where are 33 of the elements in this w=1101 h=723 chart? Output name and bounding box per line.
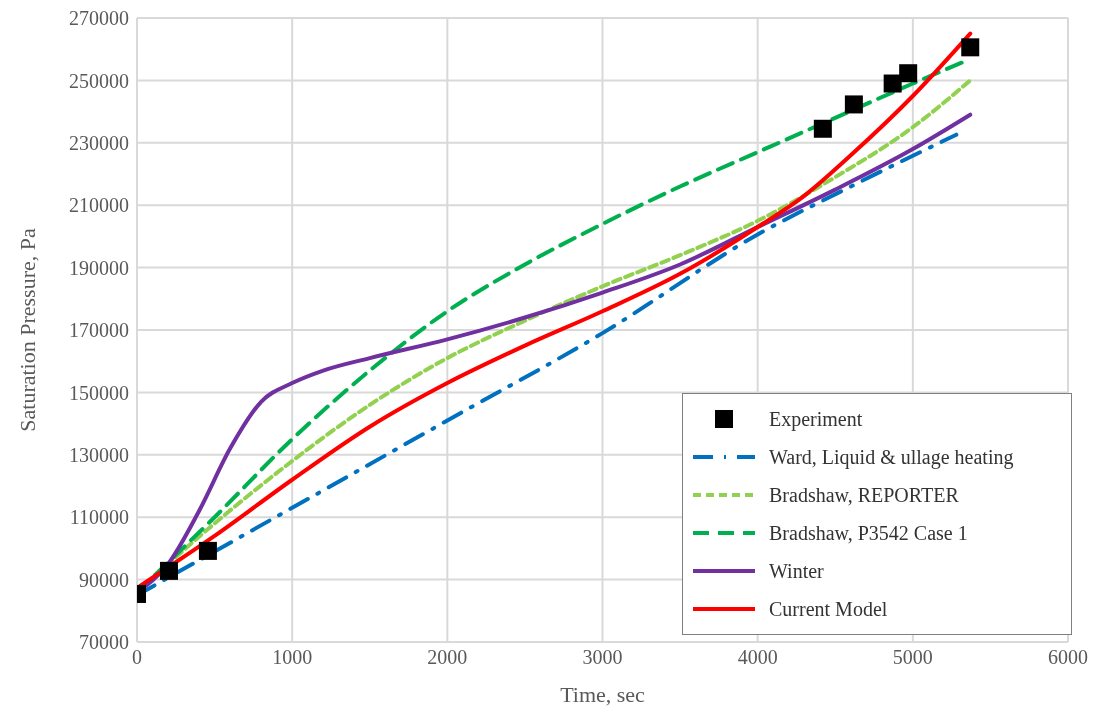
y-tick-label: 190000 [69,256,129,279]
y-tick-label: 130000 [69,443,129,466]
x-tick-label: 4000 [737,646,778,669]
x-tick-label: 6000 [1048,646,1088,669]
point [899,64,918,83]
x-tick-label: 5000 [892,646,933,669]
legend-label: Bradshaw, REPORTER [769,483,959,507]
x-tick-label: 0 [132,646,142,669]
y-tick-label: 90000 [79,568,129,591]
x-tick-label: 3000 [582,646,623,669]
y-axis-title: Saturation Pressure, Pa [14,228,40,432]
point [844,95,863,114]
x-tick-label: 2000 [427,646,468,669]
legend-label: Current Model [769,597,888,621]
x-axis-title: Time, sec [560,682,646,707]
legend-label: Ward, Liquid & ullage heating [769,445,1014,469]
point [159,561,178,580]
y-tick-label: 110000 [69,506,129,529]
point [961,38,980,57]
y-tick-label: 70000 [79,631,129,654]
y-tick-label: 270000 [69,7,129,30]
y-tick-label: 210000 [69,194,129,217]
legend-label: Experiment [769,407,863,431]
y-tick-label: 170000 [69,319,129,342]
y-tick-label: 230000 [69,131,129,154]
point [813,119,832,138]
legend-label: Winter [769,559,824,583]
legend-label: Bradshaw, P3542 Case 1 [769,521,968,545]
point [198,541,217,560]
y-tick-label: 250000 [69,69,129,92]
point [883,74,902,93]
x-tick-label: 1000 [272,646,313,669]
y-tick-label: 150000 [69,381,129,404]
